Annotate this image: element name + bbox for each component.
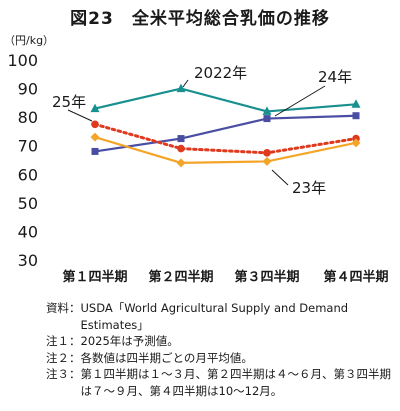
y-tick-label: 40 <box>18 222 38 241</box>
x-tick-label: 第２四半期 <box>148 269 213 285</box>
data-point-triangle <box>90 103 100 113</box>
source-note: 資料： USDA「World Agricultural Supply and D… <box>46 300 396 333</box>
series-label: 25年 <box>52 93 86 111</box>
y-tick-label: 100 <box>7 51 38 70</box>
series-line <box>94 114 357 153</box>
chart-notes: 資料： USDA「World Agricultural Supply and D… <box>46 300 396 399</box>
y-tick-label: 30 <box>18 251 38 270</box>
line-chart: （円/kg） 30 40 50 60 70 80 90 100 第１四半期 第２四半期 第３四半期 第４… <box>4 34 389 285</box>
note-text: 第１四半期は１～３月、第２四半期は４～６月、第３四半期は７～９月、第４四半期は1… <box>80 367 392 398</box>
y-tick-label: 70 <box>18 137 38 156</box>
series-label-leader <box>274 85 326 117</box>
note-text: 2025年は予測値。 <box>80 334 179 348</box>
data-point-triangle <box>176 83 186 93</box>
y-unit-label: （円/kg） <box>4 34 54 47</box>
note-2: 注２： 各数値は四半期ごとの月平均値。 <box>46 350 396 367</box>
series-label-leader <box>271 169 289 186</box>
data-point-diamond <box>176 158 186 168</box>
x-tick-label: 第４四半期 <box>323 269 388 285</box>
note-text: USDA「World Agricultural Supply and Deman… <box>80 301 349 332</box>
note-label: 注２： <box>46 350 81 365</box>
series-line <box>94 87 357 113</box>
note-1: 注１： 2025年は予測値。 <box>46 333 396 350</box>
note-label: 注３： <box>46 367 81 381</box>
data-point-circle <box>91 120 99 129</box>
series-label: 23年 <box>292 179 326 197</box>
y-tick-label: 80 <box>18 108 38 127</box>
series-label-leader <box>67 109 93 122</box>
series-label: 24年 <box>318 68 352 86</box>
series-line <box>93 122 358 155</box>
data-point-square <box>177 135 185 143</box>
series-label: 2022年 <box>194 64 247 82</box>
y-tick-label: 50 <box>18 194 38 213</box>
x-tick-label: 第１四半期 <box>62 269 127 285</box>
data-point-square <box>263 115 271 123</box>
x-tick-label: 第３四半期 <box>234 269 299 285</box>
data-point-triangle <box>262 106 272 115</box>
data-point-circle <box>177 144 185 153</box>
note-text: 各数値は四半期ごとの月平均値。 <box>80 350 253 365</box>
data-point-diamond <box>90 132 100 142</box>
note-3: 注３： 第１四半期は１～３月、第２四半期は４～６月、第３四半期は７～９月、第４四… <box>46 366 396 399</box>
data-point-diamond <box>351 138 361 148</box>
data-point-square <box>352 112 360 120</box>
note-label: 注１： <box>46 334 81 348</box>
note-label: 資料： <box>46 301 81 315</box>
data-point-diamond <box>262 156 272 166</box>
data-point-circle <box>263 149 271 157</box>
data-point-square <box>91 147 99 155</box>
y-tick-label: 60 <box>18 165 38 184</box>
chart-title: 図23 全米平均総合乳価の推移 <box>70 9 330 29</box>
data-point-triangle <box>351 99 361 108</box>
series-line <box>94 136 357 164</box>
series-label-leader <box>182 79 189 88</box>
y-tick-label: 90 <box>18 80 38 99</box>
